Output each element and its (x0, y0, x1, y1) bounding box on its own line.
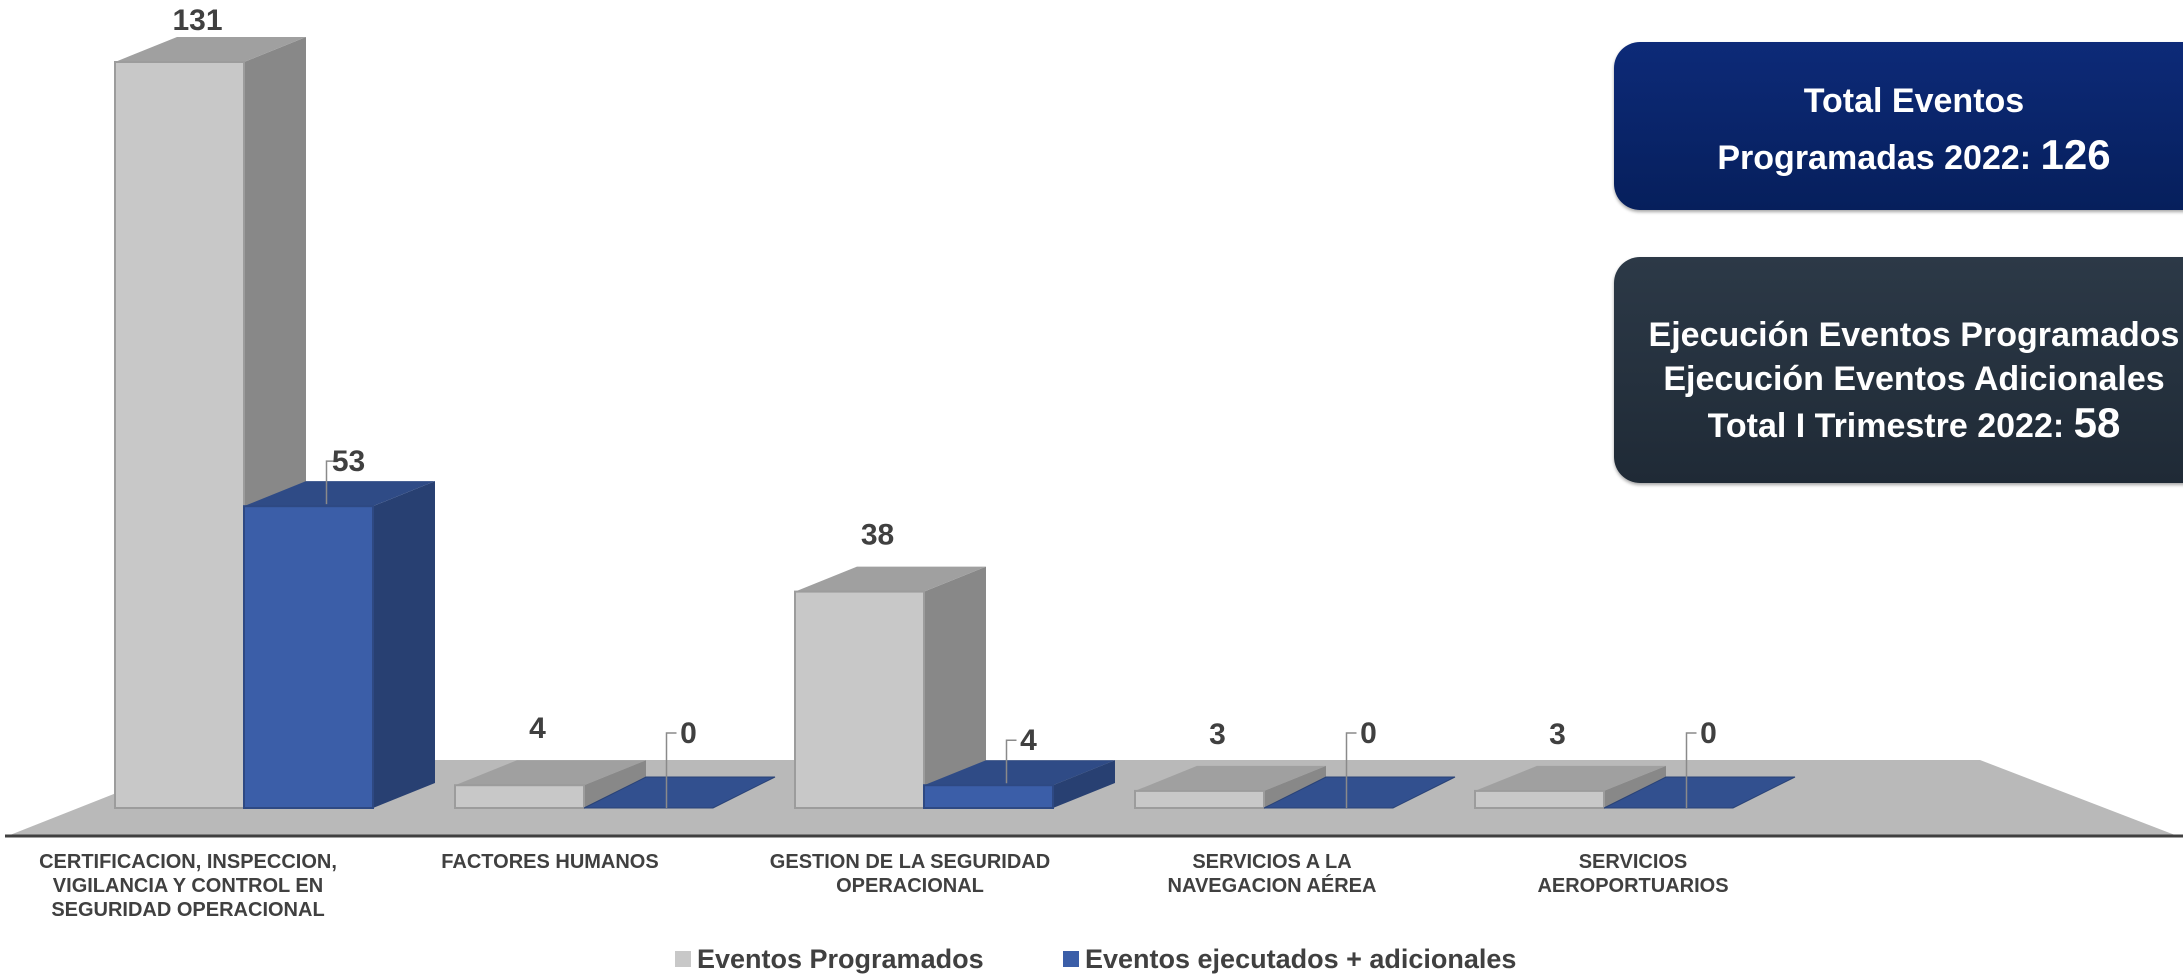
bar-top (795, 566, 986, 592)
bar-side (1604, 765, 1666, 808)
value-label: 3 (1549, 718, 1566, 751)
bar-ejecutados-1 (583, 776, 776, 809)
bar-ejecutados-4 (1603, 776, 1796, 809)
value-label: 4 (1020, 724, 1037, 757)
bar-side (1053, 760, 1115, 808)
value-labels-layer: 131 4 38 3 3 53 0 4 0 0 (172, 4, 1717, 808)
bar-front (794, 590, 925, 809)
value-label: 0 (1700, 717, 1717, 750)
bar-front (114, 61, 245, 809)
leader-line (1345, 732, 1357, 808)
bar-side (373, 481, 435, 808)
leader-line (325, 460, 337, 505)
category-label-line: SERVICIOS (1579, 851, 1688, 873)
category-label-line: GESTION DE LA SEGURIDAD (770, 851, 1050, 873)
bar-front (923, 784, 1054, 809)
category-label-line: FACTORES HUMANOS (441, 851, 658, 873)
total-programadas-line: Programadas 2022: 126 (1614, 128, 2183, 185)
bar-programados-1 (454, 760, 646, 809)
bars-layer (114, 37, 1796, 809)
category-label: CERTIFICACION, INSPECCION, VIGILANCIA Y C… (39, 851, 337, 921)
total-programadas-value: 126 (2040, 131, 2111, 178)
bar-programados-2 (794, 566, 986, 809)
bar-side (584, 760, 646, 808)
bar-top (244, 481, 435, 507)
category-label-line: NAVEGACION AÉREA (1168, 874, 1377, 897)
value-label: 0 (680, 717, 697, 750)
ejecucion-programados-line: Ejecución Eventos Programados (1648, 316, 2180, 354)
value-label: 4 (529, 712, 546, 745)
bar-top (455, 760, 646, 786)
value-label: 53 (332, 445, 365, 478)
bar-side (1264, 765, 1326, 808)
ejecucion-adicionales-line: Ejecución Eventos Adicionales (1663, 360, 2165, 398)
category-label-line: OPERACIONAL (836, 875, 984, 897)
category-label-line: SEGURIDAD OPERACIONAL (51, 899, 324, 921)
legend-label: Eventos ejecutados + adicionales (1085, 944, 1516, 974)
category-label-line: AEROPORTUARIOS (1537, 875, 1728, 897)
category-label-line: VIGILANCIA Y CONTROL EN (53, 875, 323, 897)
bar-ejecutados-3 (1263, 776, 1456, 809)
total-trimestre-value: 58 (2073, 399, 2121, 446)
bar-top (924, 760, 1115, 786)
leader-line (1685, 732, 1697, 808)
bar-top (1475, 765, 1666, 791)
legend-swatch (675, 951, 691, 967)
ejecucion-box: Ejecución Eventos Programados Ejecución … (1614, 257, 2183, 483)
value-label: 38 (861, 519, 894, 552)
bar-slab (583, 776, 776, 809)
bar-programados-4 (1474, 765, 1666, 809)
bar-side (924, 566, 986, 808)
bar-top (1135, 765, 1326, 791)
category-labels-layer: CERTIFICACION, INSPECCION, VIGILANCIA Y C… (39, 851, 1728, 921)
bar-front (454, 784, 585, 809)
leader-line (665, 732, 677, 808)
legend-swatch (1063, 951, 1079, 967)
leader-line (1005, 739, 1017, 784)
bar-programados-3 (1134, 765, 1326, 809)
legend-label: Eventos Programados (697, 944, 984, 974)
total-programadas-title: Total Eventos (1803, 82, 2025, 120)
total-trimestre-line: Total I Trimestre 2022: 58 (1614, 401, 2183, 448)
category-label-line: CERTIFICACION, INSPECCION, (39, 851, 337, 873)
bar-slab (1603, 776, 1796, 809)
category-label-line: SERVICIOS A LA (1192, 851, 1351, 873)
legend: Eventos Programados Eventos ejecutados + … (675, 944, 1516, 974)
bar-front (243, 505, 374, 809)
category-label: SERVICIOS A LA NAVEGACION AÉREA (1168, 851, 1377, 897)
total-trimestre-label: Total I Trimestre 2022: (1707, 407, 2074, 445)
category-label: FACTORES HUMANOS (441, 851, 658, 873)
value-label: 131 (172, 4, 222, 37)
total-programadas-box: Total Eventos Programadas 2022: 126 (1614, 42, 2183, 210)
bar-front (1134, 789, 1265, 809)
bar-ejecutados-0 (243, 481, 435, 809)
bar-top (115, 37, 306, 62)
value-label: 3 (1209, 718, 1226, 751)
bar-ejecutados-2 (923, 760, 1115, 809)
bar-front (1474, 789, 1605, 809)
category-label: SERVICIOS AEROPORTUARIOS (1537, 851, 1728, 897)
total-programadas-label: Programadas 2022: (1717, 139, 2041, 177)
category-label: GESTION DE LA SEGURIDAD OPERACIONAL (770, 851, 1050, 897)
value-label: 0 (1360, 717, 1377, 750)
bar-slab (1263, 776, 1456, 809)
